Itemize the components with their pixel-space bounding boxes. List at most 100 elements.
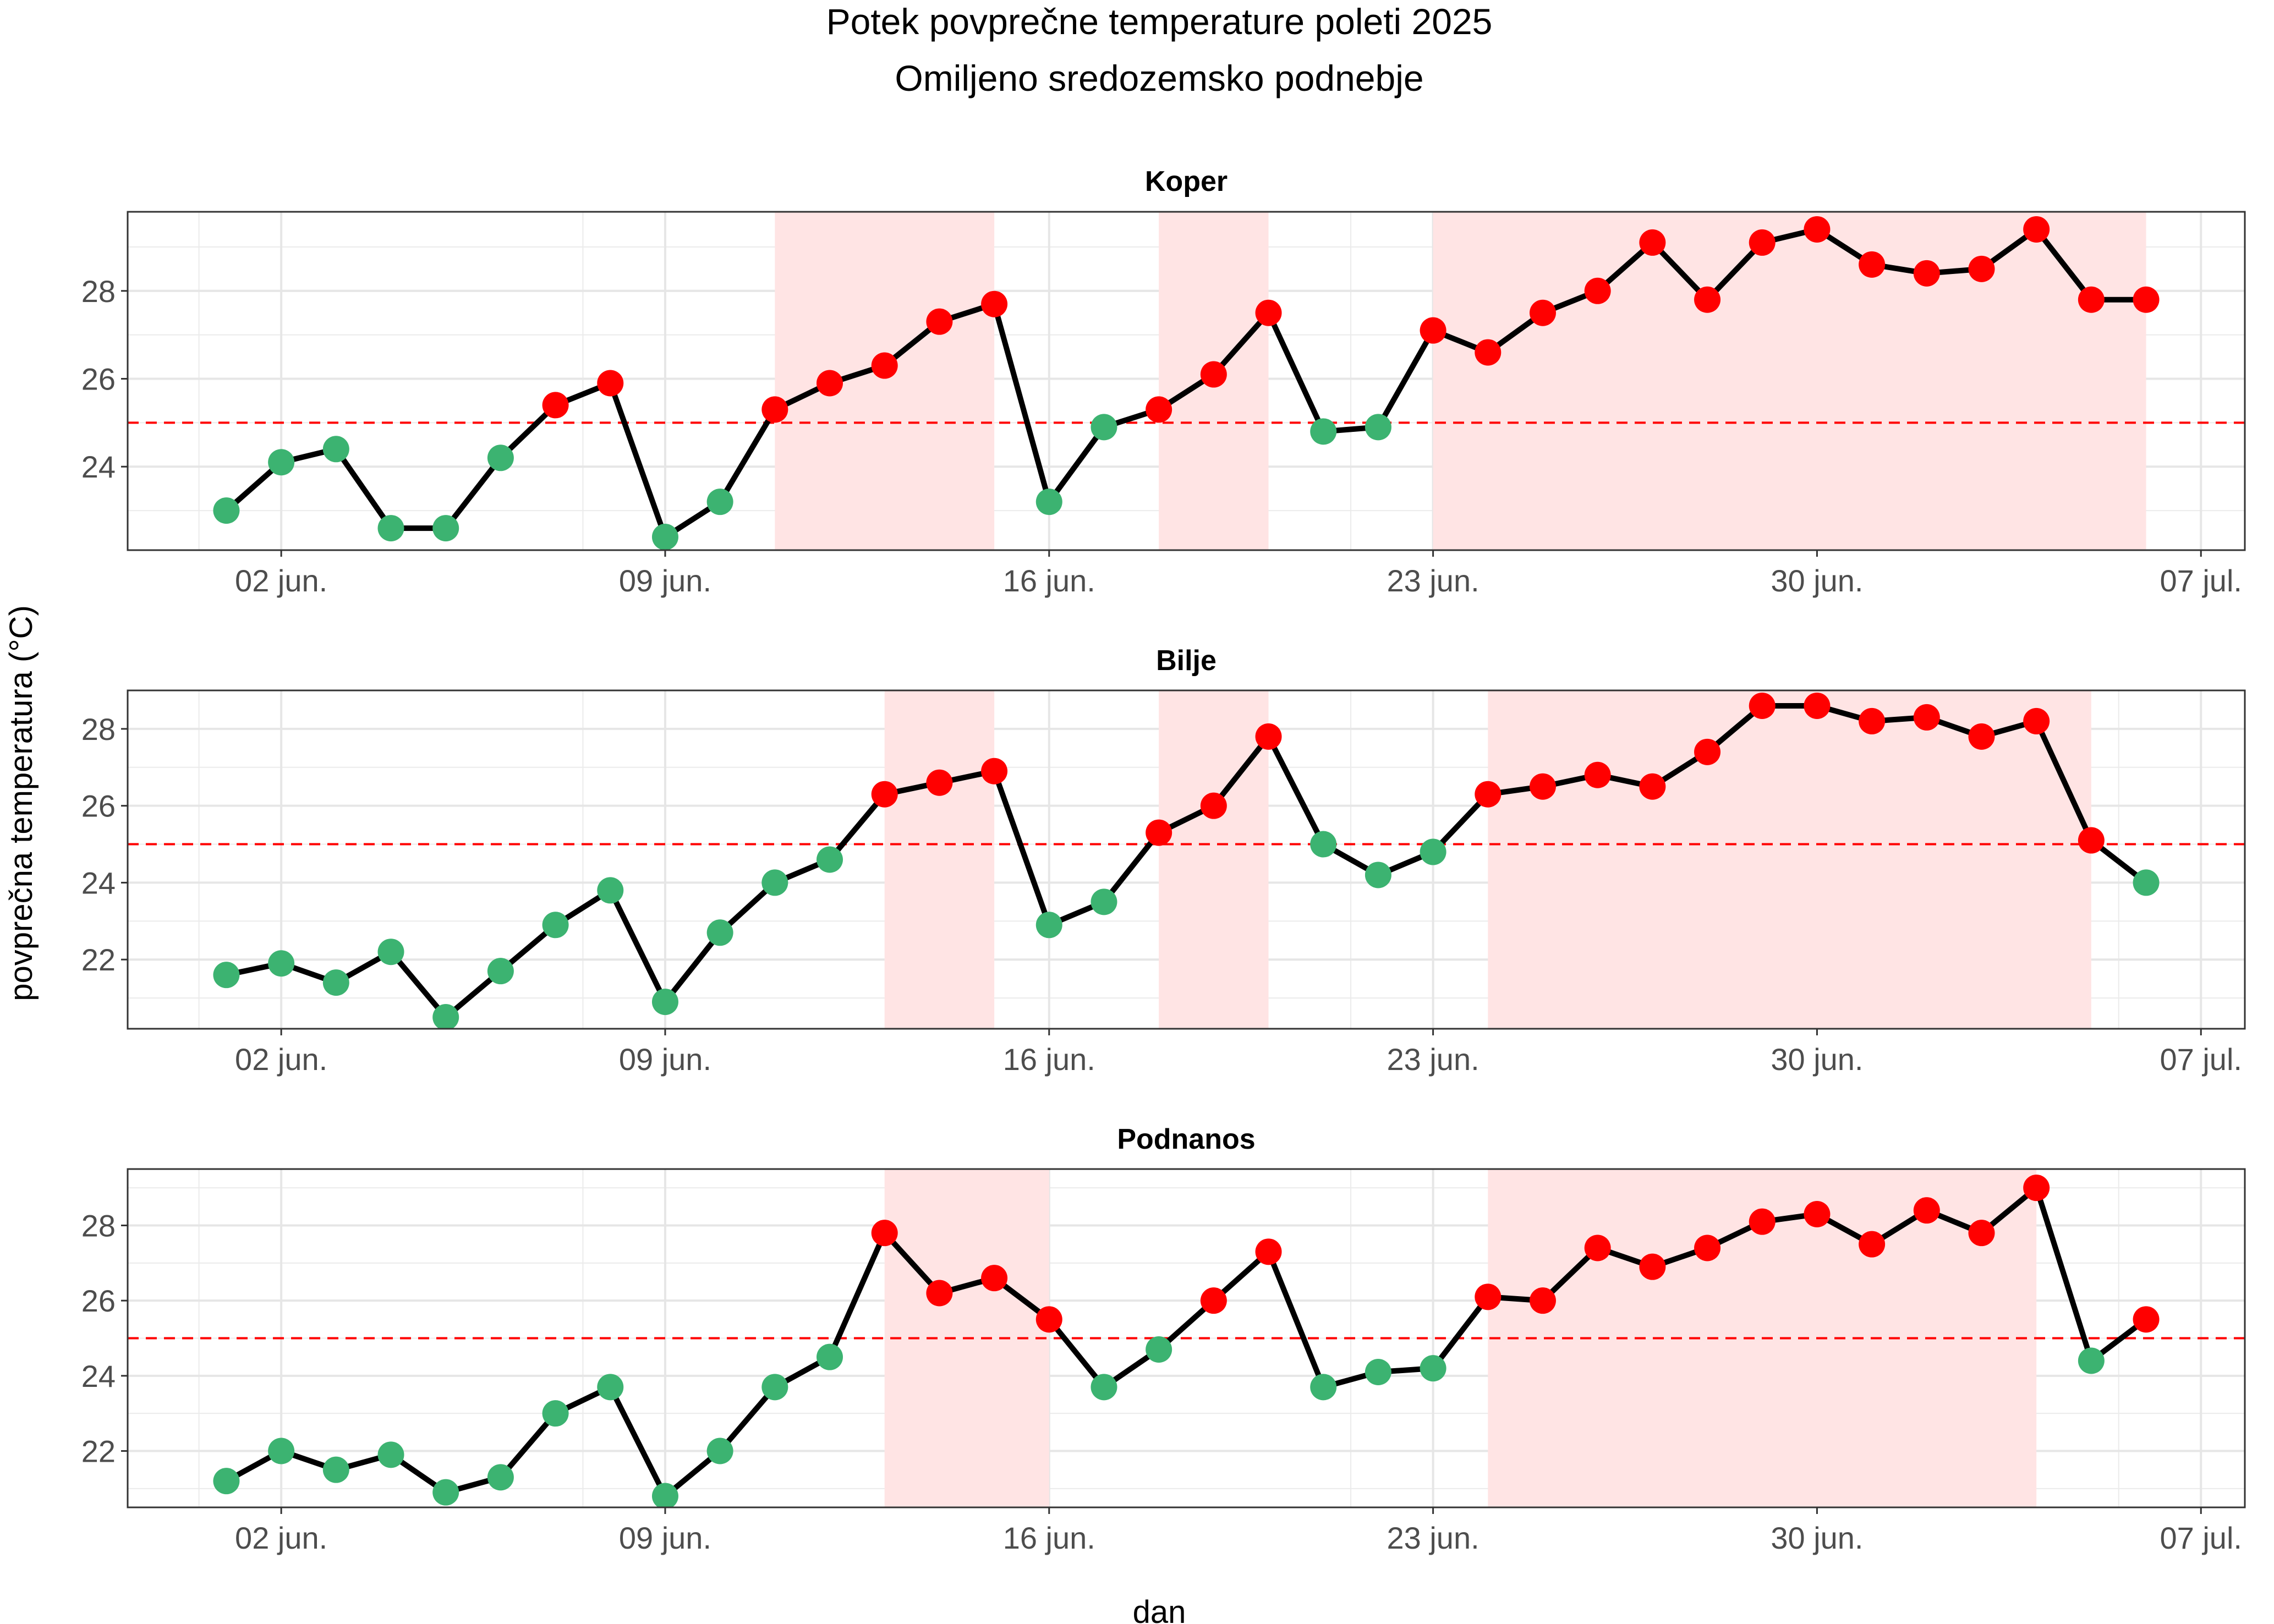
data-point bbox=[1694, 738, 1721, 765]
x-tick-label: 30 jun. bbox=[1771, 563, 1863, 598]
panel-border bbox=[127, 689, 2246, 1030]
data-point bbox=[1584, 761, 1611, 788]
data-point bbox=[1310, 831, 1337, 858]
data-point bbox=[1365, 862, 1391, 888]
x-tick-label: 16 jun. bbox=[1003, 1042, 1095, 1077]
y-tick-label: 28 bbox=[81, 712, 116, 747]
chart-title: Potek povprečne temperature poleti 2025 bbox=[826, 1, 1493, 42]
y-tick-label: 26 bbox=[81, 362, 116, 397]
data-point bbox=[432, 1004, 459, 1029]
data-point bbox=[926, 1280, 953, 1307]
data-point bbox=[1255, 299, 1282, 326]
data-point bbox=[268, 1438, 295, 1464]
x-tick-label: 07 jul. bbox=[2160, 1042, 2242, 1077]
data-point bbox=[597, 1374, 624, 1401]
x-tick-label: 07 jul. bbox=[2160, 563, 2242, 598]
data-point bbox=[1968, 255, 1995, 282]
data-point bbox=[1420, 1355, 1446, 1382]
data-point bbox=[651, 524, 678, 550]
data-point bbox=[2078, 286, 2105, 313]
data-point bbox=[597, 370, 624, 397]
y-tick-label: 22 bbox=[81, 942, 116, 977]
data-point bbox=[1310, 418, 1337, 445]
panel-plot-area bbox=[128, 1169, 2245, 1507]
data-point bbox=[761, 869, 788, 896]
data-point bbox=[322, 1456, 349, 1483]
data-point bbox=[377, 515, 404, 542]
x-axis-title: dan bbox=[1133, 1594, 1186, 1624]
data-point bbox=[1255, 1238, 1282, 1265]
data-point bbox=[487, 1464, 514, 1491]
data-point bbox=[1859, 251, 1886, 278]
x-tick-label: 02 jun. bbox=[235, 563, 327, 598]
data-point bbox=[1749, 1208, 1776, 1235]
data-point bbox=[651, 1483, 678, 1507]
panel-label: Podnanos bbox=[1117, 1123, 1255, 1155]
data-point bbox=[1639, 773, 1666, 800]
x-tick-label: 16 jun. bbox=[1003, 1521, 1095, 1555]
data-point bbox=[651, 989, 678, 1016]
data-point bbox=[1804, 216, 1831, 243]
panel-plot-area bbox=[128, 690, 2245, 1029]
data-point bbox=[377, 939, 404, 965]
hot-period-shade bbox=[1159, 690, 1269, 1029]
panel-label: Koper bbox=[1145, 166, 1228, 197]
data-point bbox=[1529, 773, 1556, 800]
data-point bbox=[1200, 361, 1227, 388]
data-point bbox=[1749, 229, 1776, 256]
data-point bbox=[1694, 286, 1721, 313]
data-point bbox=[1200, 1287, 1227, 1314]
data-point bbox=[706, 919, 733, 946]
x-tick-label: 09 jun. bbox=[619, 1042, 711, 1077]
data-point bbox=[1420, 838, 1446, 865]
data-point bbox=[2078, 827, 2105, 854]
data-point bbox=[1475, 1283, 1502, 1310]
data-point bbox=[706, 1438, 733, 1464]
data-point bbox=[817, 846, 843, 873]
panel-border bbox=[127, 1168, 2246, 1508]
data-point bbox=[1639, 229, 1666, 256]
data-point bbox=[761, 1374, 788, 1401]
y-tick-label: 24 bbox=[81, 449, 116, 484]
data-point bbox=[1365, 414, 1391, 441]
y-axis-title: povprečna temperatura (°C) bbox=[3, 605, 39, 1001]
data-point bbox=[1804, 692, 1831, 719]
data-point bbox=[1749, 692, 1776, 719]
data-point bbox=[1035, 489, 1062, 515]
x-tick-label: 16 jun. bbox=[1003, 563, 1095, 598]
data-point bbox=[926, 308, 953, 335]
data-point bbox=[2023, 707, 2050, 734]
data-point bbox=[981, 758, 1008, 784]
data-point bbox=[706, 489, 733, 515]
data-point bbox=[1968, 1220, 1995, 1247]
y-tick-label: 24 bbox=[81, 1359, 116, 1393]
data-point bbox=[1584, 277, 1611, 304]
panel-label: Bilje bbox=[1156, 645, 1217, 677]
data-point bbox=[1146, 1336, 1172, 1363]
panel-podnanos: Podnanos 02 jun. 09 jun. 16 jun. 23 jun. 30 j… bbox=[81, 1123, 2246, 1555]
data-point bbox=[2023, 1175, 2050, 1201]
data-point bbox=[1091, 1374, 1117, 1401]
data-point bbox=[981, 1265, 1008, 1292]
x-tick-label: 23 jun. bbox=[1387, 1521, 1480, 1555]
data-point bbox=[1200, 792, 1227, 819]
data-point bbox=[981, 290, 1008, 317]
data-point bbox=[542, 392, 569, 419]
data-point bbox=[1804, 1201, 1831, 1227]
data-point bbox=[542, 912, 569, 939]
data-point bbox=[432, 515, 459, 542]
data-point bbox=[1310, 1374, 1337, 1401]
data-point bbox=[1035, 912, 1062, 939]
data-point bbox=[1146, 819, 1172, 846]
chart-subtitle: Omiljeno sredozemsko podnebje bbox=[895, 58, 1423, 98]
data-point bbox=[1913, 260, 1940, 287]
panel-plot-area bbox=[128, 212, 2245, 550]
y-tick-label: 22 bbox=[81, 1434, 116, 1469]
x-tick-label: 09 jun. bbox=[619, 563, 711, 598]
hot-period-shade bbox=[775, 212, 995, 550]
x-tick-label: 02 jun. bbox=[235, 1521, 327, 1555]
panel-bilje: Bilje 02 jun. 09 jun. 16 jun. 23 jun. 30 jun.… bbox=[81, 645, 2246, 1077]
data-point bbox=[1475, 781, 1502, 808]
data-point bbox=[322, 969, 349, 996]
